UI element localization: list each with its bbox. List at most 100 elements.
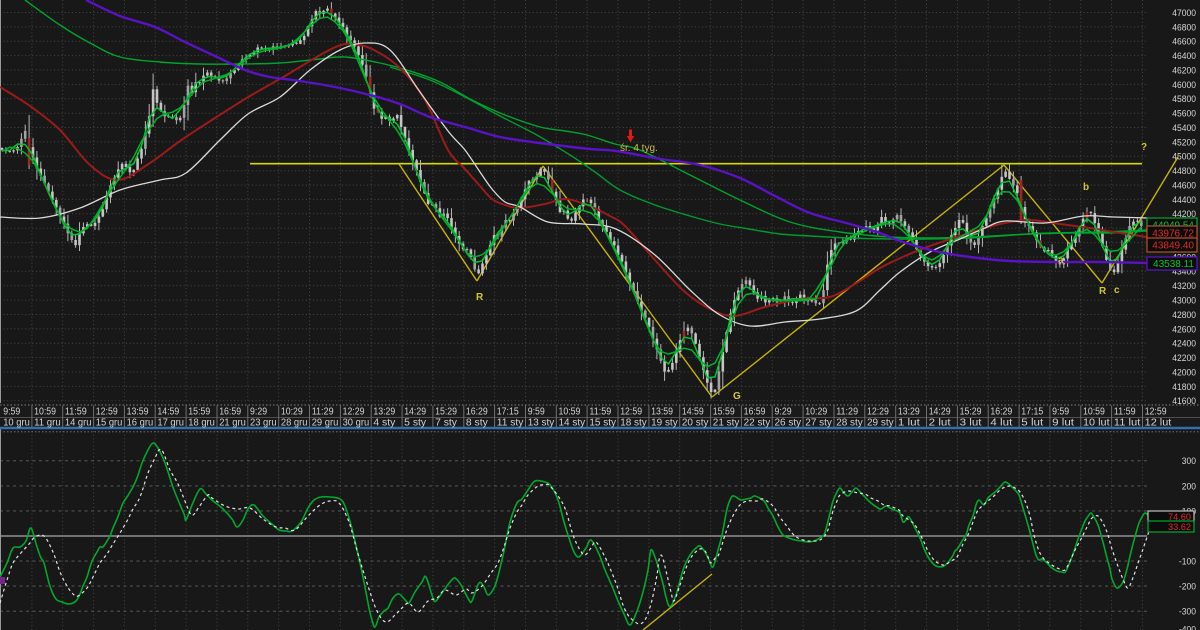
svg-text:15:29: 15:29 bbox=[960, 407, 982, 418]
svg-text:8 sty: 8 sty bbox=[466, 418, 488, 429]
svg-text:41600: 41600 bbox=[1172, 396, 1196, 407]
svg-text:10 gru: 10 gru bbox=[3, 418, 30, 429]
svg-text:44400: 44400 bbox=[1172, 195, 1196, 206]
svg-text:28 sty: 28 sty bbox=[836, 418, 863, 429]
svg-text:9:59: 9:59 bbox=[528, 407, 545, 418]
svg-text:46200: 46200 bbox=[1172, 65, 1196, 76]
svg-text:11 gru: 11 gru bbox=[34, 418, 61, 429]
svg-text:12 lut: 12 lut bbox=[1145, 418, 1172, 429]
svg-text:46400: 46400 bbox=[1172, 51, 1196, 62]
svg-text:14:29: 14:29 bbox=[404, 407, 426, 418]
svg-text:-200: -200 bbox=[1179, 582, 1196, 593]
svg-text:12:29: 12:29 bbox=[343, 407, 365, 418]
svg-text:14:59: 14:59 bbox=[682, 407, 704, 418]
svg-text:17:15: 17:15 bbox=[1021, 407, 1043, 418]
svg-text:43849.40: 43849.40 bbox=[1152, 241, 1194, 252]
svg-text:9:29: 9:29 bbox=[250, 407, 267, 418]
svg-text:29 sty: 29 sty bbox=[867, 418, 894, 429]
svg-text:G: G bbox=[733, 391, 741, 402]
svg-text:16:59: 16:59 bbox=[219, 407, 241, 418]
svg-text:16 gru: 16 gru bbox=[127, 418, 154, 429]
svg-text:45800: 45800 bbox=[1172, 94, 1196, 105]
svg-text:10:59: 10:59 bbox=[559, 407, 581, 418]
svg-text:10:29: 10:29 bbox=[281, 407, 303, 418]
svg-text:30 gru: 30 gru bbox=[343, 418, 370, 429]
svg-text:46600: 46600 bbox=[1172, 37, 1196, 48]
svg-text:21 sty: 21 sty bbox=[713, 418, 740, 429]
svg-text:12:59: 12:59 bbox=[96, 407, 118, 418]
svg-text:11:29: 11:29 bbox=[836, 407, 858, 418]
svg-text:9:59: 9:59 bbox=[3, 407, 20, 418]
svg-text:a: a bbox=[1058, 255, 1064, 266]
svg-text:26 sty: 26 sty bbox=[775, 418, 802, 429]
svg-text:15 gru: 15 gru bbox=[96, 418, 123, 429]
svg-text:13:29: 13:29 bbox=[898, 407, 920, 418]
svg-text:15:59: 15:59 bbox=[713, 407, 735, 418]
svg-text:5 lut: 5 lut bbox=[1021, 418, 1043, 429]
svg-text:20 sty: 20 sty bbox=[682, 418, 709, 429]
svg-text:43538.11: 43538.11 bbox=[1153, 259, 1194, 270]
svg-text:16:59: 16:59 bbox=[744, 407, 766, 418]
svg-text:17 gru: 17 gru bbox=[157, 418, 184, 429]
svg-text:b: b bbox=[1083, 182, 1089, 193]
svg-text:15:59: 15:59 bbox=[188, 407, 210, 418]
svg-text:11 sty: 11 sty bbox=[497, 418, 524, 429]
svg-text:43200: 43200 bbox=[1172, 281, 1196, 292]
svg-text:42800: 42800 bbox=[1172, 310, 1196, 321]
svg-text:45400: 45400 bbox=[1172, 123, 1196, 134]
svg-text:17:15: 17:15 bbox=[497, 407, 519, 418]
svg-text:28 gru: 28 gru bbox=[281, 418, 308, 429]
svg-text:-400: -400 bbox=[1179, 625, 1196, 630]
svg-text:-100: -100 bbox=[1179, 557, 1196, 568]
svg-text:13:29: 13:29 bbox=[373, 407, 395, 418]
svg-text:7 sty: 7 sty bbox=[435, 418, 457, 429]
svg-text:c: c bbox=[1114, 285, 1120, 296]
svg-text:42400: 42400 bbox=[1172, 339, 1196, 350]
svg-text:21 gru: 21 gru bbox=[219, 418, 246, 429]
svg-text:10 lut: 10 lut bbox=[1083, 418, 1110, 429]
svg-text:R: R bbox=[1099, 286, 1107, 297]
svg-text:12:59: 12:59 bbox=[1145, 407, 1167, 418]
svg-text:45600: 45600 bbox=[1172, 109, 1196, 120]
svg-text:11:59: 11:59 bbox=[589, 407, 611, 418]
svg-text:74.60: 74.60 bbox=[1168, 512, 1191, 522]
svg-text:13:59: 13:59 bbox=[127, 407, 149, 418]
svg-text:10:29: 10:29 bbox=[805, 407, 827, 418]
svg-text:14 gru: 14 gru bbox=[65, 418, 92, 429]
svg-text:śr. 4 tyg.: śr. 4 tyg. bbox=[620, 143, 658, 154]
svg-text:11:59: 11:59 bbox=[1114, 407, 1136, 418]
svg-text:10:59: 10:59 bbox=[34, 407, 56, 418]
svg-text:43000: 43000 bbox=[1172, 296, 1196, 307]
svg-text:42600: 42600 bbox=[1172, 324, 1196, 335]
svg-text:?: ? bbox=[1141, 142, 1147, 153]
svg-text:45200: 45200 bbox=[1172, 137, 1196, 148]
svg-text:45000: 45000 bbox=[1172, 152, 1196, 163]
svg-text:22 sty: 22 sty bbox=[744, 418, 771, 429]
svg-text:16:29: 16:29 bbox=[466, 407, 488, 418]
svg-text:15 sty: 15 sty bbox=[589, 418, 616, 429]
svg-text:47000: 47000 bbox=[1172, 8, 1196, 19]
svg-text:14:29: 14:29 bbox=[929, 407, 951, 418]
svg-text:18 gru: 18 gru bbox=[188, 418, 215, 429]
svg-text:14:59: 14:59 bbox=[157, 407, 179, 418]
svg-text:R: R bbox=[476, 292, 484, 303]
svg-text:12:29: 12:29 bbox=[867, 407, 889, 418]
svg-text:5 sty: 5 sty bbox=[404, 418, 426, 429]
svg-text:29 gru: 29 gru bbox=[312, 418, 339, 429]
svg-text:46000: 46000 bbox=[1172, 80, 1196, 91]
svg-text:9:29: 9:29 bbox=[775, 407, 792, 418]
svg-text:46800: 46800 bbox=[1172, 22, 1196, 33]
svg-text:3 lut: 3 lut bbox=[960, 418, 982, 429]
svg-text:2 lut: 2 lut bbox=[929, 418, 951, 429]
svg-text:10:59: 10:59 bbox=[1083, 407, 1105, 418]
svg-text:19 sty: 19 sty bbox=[651, 418, 678, 429]
svg-text:1 lut: 1 lut bbox=[898, 418, 920, 429]
svg-text:13:59: 13:59 bbox=[651, 407, 673, 418]
svg-text:41800: 41800 bbox=[1172, 382, 1196, 393]
svg-text:4 lut: 4 lut bbox=[990, 418, 1012, 429]
svg-text:9:59: 9:59 bbox=[1052, 407, 1069, 418]
svg-text:200: 200 bbox=[1182, 481, 1196, 492]
svg-text:11 lut: 11 lut bbox=[1114, 418, 1141, 429]
svg-text:18 sty: 18 sty bbox=[620, 418, 647, 429]
svg-text:16:29: 16:29 bbox=[990, 407, 1012, 418]
